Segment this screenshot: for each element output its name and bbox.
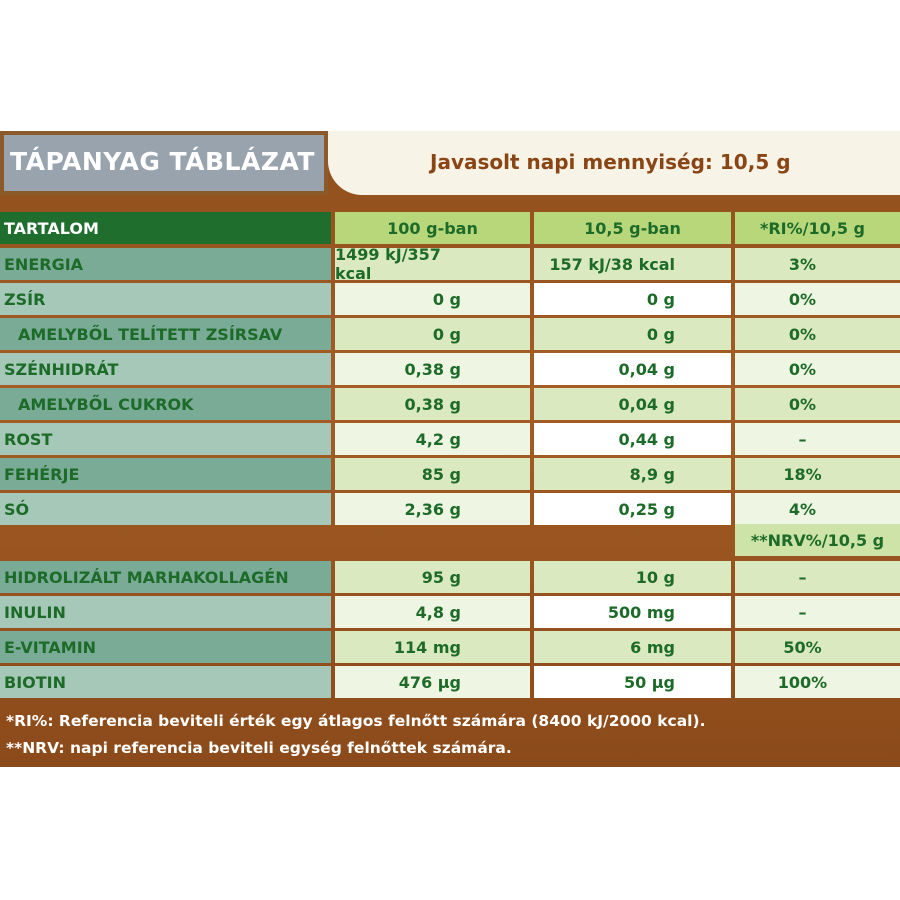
table-row: ROST 4,2 g 0,44 g –	[0, 423, 900, 455]
table-row: SZÉNHIDRÁT 0,38 g 0,04 g 0%	[0, 353, 900, 385]
row-label: SZÉNHIDRÁT	[0, 353, 331, 385]
value-ri: 0%	[735, 353, 900, 385]
value-100g: 476 µg	[335, 666, 530, 698]
row-label: ZSÍR	[0, 283, 331, 315]
value-portion: 0 g	[534, 283, 731, 315]
value-100g: 4,8 g	[335, 596, 530, 628]
value-nrv: –	[735, 596, 900, 628]
value-ri: 0%	[735, 318, 900, 350]
row-label: AMELYBŐL TELÍTETT ZSÍRSAV	[0, 318, 331, 350]
table-title: TÁPANYAG TÁBLÁZAT	[10, 147, 315, 176]
value-portion: 157 kJ/38 kcal	[534, 248, 731, 280]
value-portion: 0 g	[534, 318, 731, 350]
value-100g: 0,38 g	[335, 388, 530, 420]
value-portion: 50 µg	[534, 666, 731, 698]
table-row: SÓ 2,36 g 0,25 g 4%	[0, 493, 900, 525]
value-portion: 500 mg	[534, 596, 731, 628]
value-nrv: –	[735, 561, 900, 593]
table-header-row: TARTALOM 100 g-ban 10,5 g-ban *RI%/10,5 …	[0, 212, 900, 244]
value-portion: 0,44 g	[534, 423, 731, 455]
table-row: FEHÉRJE 85 g 8,9 g 18%	[0, 458, 900, 490]
value-portion: 0,04 g	[534, 388, 731, 420]
value-100g: 2,36 g	[335, 493, 530, 525]
value-portion: 0,25 g	[534, 493, 731, 525]
column-header-label: TARTALOM	[0, 212, 331, 244]
table-row: AMELYBŐL CUKROK 0,38 g 0,04 g 0%	[0, 388, 900, 420]
column-header-100g: 100 g-ban	[335, 212, 530, 244]
row-label: BIOTIN	[0, 666, 331, 698]
value-100g: 114 mg	[335, 631, 530, 663]
value-ri: 4%	[735, 493, 900, 525]
value-portion: 8,9 g	[534, 458, 731, 490]
nrv-column-header: **NRV%/10,5 g	[735, 524, 900, 556]
value-ri: 3%	[735, 248, 900, 280]
table-row: BIOTIN 476 µg 50 µg 100%	[0, 666, 900, 698]
value-100g: 0 g	[335, 283, 530, 315]
value-100g: 1499 kJ/357 kcal	[335, 245, 530, 283]
column-header-10-5g: 10,5 g-ban	[534, 212, 731, 244]
value-100g: 0,38 g	[335, 353, 530, 385]
row-label: FEHÉRJE	[0, 458, 331, 490]
value-ri: 18%	[735, 458, 900, 490]
title-box	[0, 131, 328, 195]
value-portion: 0,04 g	[534, 353, 731, 385]
value-nrv: 100%	[735, 666, 900, 698]
value-100g: 4,2 g	[335, 423, 530, 455]
footnote-nrv: **NRV: napi referencia beviteli egység f…	[6, 739, 512, 757]
table-row: HIDROLIZÁLT MARHAKOLLAGÉN 95 g 10 g –	[0, 561, 900, 593]
row-label: ENERGIA	[0, 248, 331, 280]
daily-amount-text: Javasolt napi mennyiség: 10,5 g	[430, 150, 791, 174]
row-label: HIDROLIZÁLT MARHAKOLLAGÉN	[0, 561, 331, 593]
row-label: INULIN	[0, 596, 331, 628]
value-portion: 10 g	[534, 561, 731, 593]
table-row: ZSÍR 0 g 0 g 0%	[0, 283, 900, 315]
table-row: AMELYBŐL TELÍTETT ZSÍRSAV 0 g 0 g 0%	[0, 318, 900, 350]
daily-amount-box	[328, 131, 900, 195]
value-ri: 0%	[735, 388, 900, 420]
row-label: E-VITAMIN	[0, 631, 331, 663]
value-100g: 95 g	[335, 561, 530, 593]
table-row: INULIN 4,8 g 500 mg –	[0, 596, 900, 628]
value-nrv: 50%	[735, 631, 900, 663]
row-label: AMELYBŐL CUKROK	[0, 388, 331, 420]
value-100g: 85 g	[335, 458, 530, 490]
table-row: E-VITAMIN 114 mg 6 mg 50%	[0, 631, 900, 663]
row-label: SÓ	[0, 493, 331, 525]
value-100g: 0 g	[335, 318, 530, 350]
value-ri: 0%	[735, 283, 900, 315]
value-ri: –	[735, 423, 900, 455]
column-header-ri: *RI%/10,5 g	[735, 212, 900, 244]
row-label: ROST	[0, 423, 331, 455]
value-portion: 6 mg	[534, 631, 731, 663]
table-row: ENERGIA 1499 kJ/357 kcal 157 kJ/38 kcal …	[0, 245, 900, 283]
footnote-ri: *RI%: Referencia beviteli érték egy átla…	[6, 712, 706, 730]
